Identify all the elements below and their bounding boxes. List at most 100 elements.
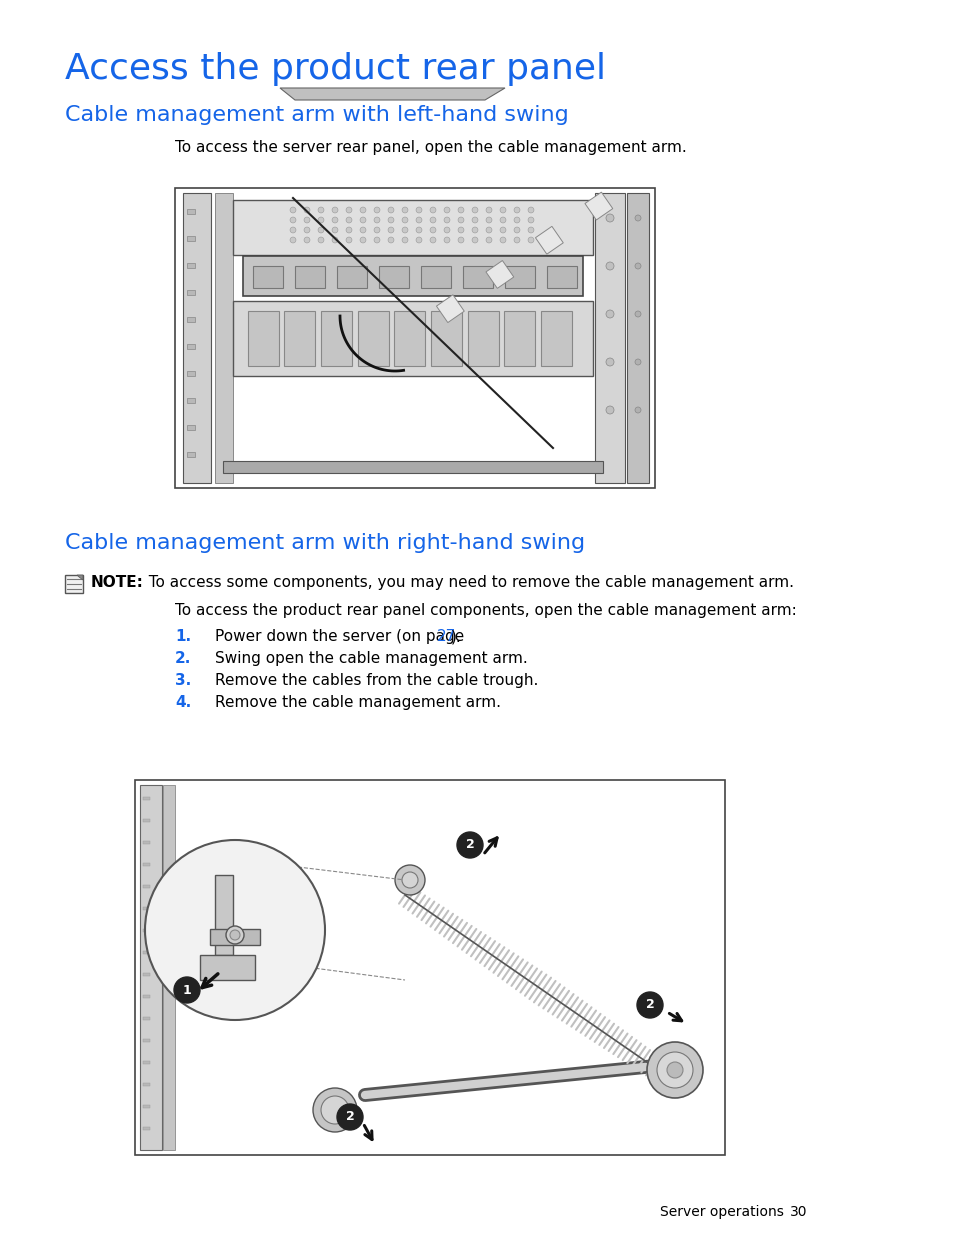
Text: 1: 1	[182, 983, 192, 997]
Circle shape	[527, 237, 534, 243]
Circle shape	[457, 207, 463, 212]
Circle shape	[635, 215, 640, 221]
Bar	[420, 266, 451, 288]
Circle shape	[346, 237, 352, 243]
Bar	[143, 797, 150, 800]
Circle shape	[485, 207, 492, 212]
Bar	[595, 193, 624, 483]
Bar	[253, 266, 283, 288]
Text: 1.: 1.	[174, 629, 191, 643]
Circle shape	[443, 207, 450, 212]
Circle shape	[430, 207, 436, 212]
Circle shape	[401, 207, 408, 212]
Text: Server operations: Server operations	[659, 1205, 783, 1219]
Text: 2.: 2.	[174, 651, 192, 666]
Bar	[200, 955, 254, 981]
Circle shape	[514, 207, 519, 212]
Circle shape	[499, 227, 505, 233]
Circle shape	[416, 237, 421, 243]
Bar	[163, 785, 174, 1150]
Circle shape	[374, 227, 379, 233]
Circle shape	[416, 227, 421, 233]
Circle shape	[443, 227, 450, 233]
Circle shape	[635, 408, 640, 412]
Bar	[248, 311, 278, 366]
Circle shape	[499, 237, 505, 243]
Circle shape	[457, 217, 463, 224]
Text: Cable management arm with left-hand swing: Cable management arm with left-hand swin…	[65, 105, 568, 125]
Circle shape	[605, 406, 614, 414]
Bar	[462, 266, 493, 288]
Bar	[336, 266, 367, 288]
Circle shape	[304, 207, 310, 212]
Text: NOTE:: NOTE:	[91, 576, 144, 590]
Polygon shape	[535, 226, 562, 254]
Circle shape	[346, 227, 352, 233]
Bar	[210, 929, 260, 945]
Circle shape	[485, 227, 492, 233]
Circle shape	[605, 358, 614, 366]
Text: 2: 2	[645, 999, 654, 1011]
Circle shape	[666, 1062, 682, 1078]
Circle shape	[485, 237, 492, 243]
Circle shape	[635, 311, 640, 317]
Bar	[143, 841, 150, 844]
Circle shape	[499, 217, 505, 224]
Bar	[284, 311, 314, 366]
Bar	[233, 301, 593, 375]
Bar	[546, 266, 577, 288]
Circle shape	[472, 227, 477, 233]
Circle shape	[527, 217, 534, 224]
Text: Swing open the cable management arm.: Swing open the cable management arm.	[214, 651, 527, 666]
Circle shape	[226, 926, 244, 944]
Circle shape	[457, 237, 463, 243]
Circle shape	[388, 207, 394, 212]
Bar	[143, 1128, 150, 1130]
Circle shape	[605, 262, 614, 270]
Bar	[143, 1105, 150, 1108]
Bar	[143, 1016, 150, 1020]
Circle shape	[605, 310, 614, 317]
Circle shape	[332, 217, 337, 224]
Circle shape	[472, 217, 477, 224]
Bar	[187, 398, 194, 403]
Polygon shape	[280, 88, 504, 100]
Circle shape	[456, 832, 482, 858]
Bar	[187, 452, 194, 457]
Text: To access the server rear panel, open the cable management arm.: To access the server rear panel, open th…	[174, 140, 686, 156]
Circle shape	[317, 227, 324, 233]
Bar	[135, 781, 724, 1155]
Bar	[187, 263, 194, 268]
Circle shape	[527, 227, 534, 233]
Bar	[187, 236, 194, 241]
Circle shape	[416, 217, 421, 224]
Circle shape	[635, 263, 640, 269]
Bar	[294, 266, 325, 288]
Bar	[357, 311, 389, 366]
Text: Access the product rear panel: Access the product rear panel	[65, 52, 605, 86]
Bar	[143, 973, 150, 976]
Circle shape	[290, 217, 295, 224]
Circle shape	[359, 217, 366, 224]
Bar	[143, 929, 150, 932]
Circle shape	[416, 207, 421, 212]
Circle shape	[317, 207, 324, 212]
Bar	[143, 863, 150, 866]
Circle shape	[290, 237, 295, 243]
Text: 4.: 4.	[174, 695, 191, 710]
Bar	[143, 951, 150, 953]
Circle shape	[637, 992, 662, 1018]
Circle shape	[304, 227, 310, 233]
Circle shape	[457, 227, 463, 233]
Circle shape	[173, 977, 200, 1003]
Bar	[183, 193, 211, 483]
Bar	[504, 266, 535, 288]
Circle shape	[374, 237, 379, 243]
Bar	[540, 311, 572, 366]
Bar	[468, 311, 498, 366]
Bar	[233, 200, 593, 254]
Circle shape	[443, 217, 450, 224]
Circle shape	[635, 359, 640, 366]
Circle shape	[514, 217, 519, 224]
Bar	[143, 885, 150, 888]
